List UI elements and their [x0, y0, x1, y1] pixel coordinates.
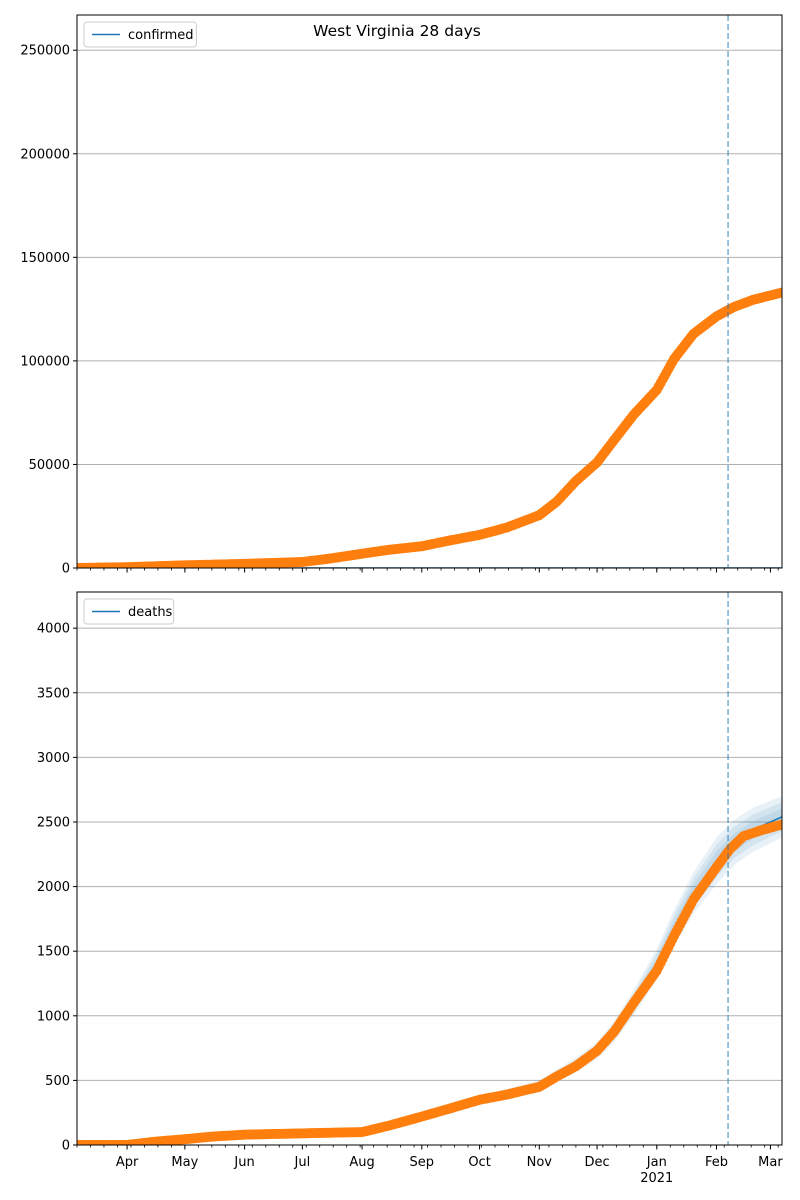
x-year-label: 2021 [640, 1171, 673, 1186]
y-tick-label: 3000 [37, 751, 70, 766]
y-tick-label: 1000 [37, 1009, 70, 1024]
x-tick-label: Aug [349, 1155, 374, 1170]
model-line [77, 816, 782, 1145]
uncertainty-band [77, 802, 782, 1145]
x-tick-label: Sep [410, 1155, 435, 1170]
x-tick-label: Jun [233, 1155, 254, 1170]
plot-area [77, 287, 782, 568]
axes-frame [76, 14, 783, 569]
legend-box [83, 598, 175, 625]
y-tick-label: 0 [62, 1139, 70, 1154]
legend-label: deaths [128, 605, 173, 620]
x-tick-label: May [171, 1155, 198, 1170]
x-tick-label: Jul [294, 1155, 311, 1170]
plot-area [77, 796, 782, 1145]
confirmed-panel: 0 50000 100000 150000 200000 250000 confirmed [20, 14, 783, 577]
y-tick-label: 2000 [37, 880, 70, 895]
x-tick-label: Dec [585, 1155, 610, 1170]
axes-frame [76, 591, 783, 1146]
legend-box [83, 21, 197, 48]
uncertainty-band [77, 808, 782, 1145]
x-tick-label: Nov [527, 1155, 553, 1170]
y-tick-label: 1500 [37, 945, 70, 960]
y-tick-label: 3500 [37, 686, 70, 701]
deaths-panel: 0 500 1000 1500 2000 2500 3000 3500 4000 Apr May Ju… [37, 591, 783, 1186]
x-tick-label: Apr [116, 1155, 139, 1170]
y-tick-label: 500 [45, 1074, 70, 1089]
observed-point [777, 287, 782, 298]
x-tick-label: Mar [758, 1155, 783, 1170]
y-tick-label: 250000 [20, 44, 70, 59]
y-tick-label: 0 [62, 562, 70, 577]
y-tick-label: 100000 [20, 354, 70, 369]
y-tick-label: 150000 [20, 251, 70, 266]
uncertainty-band [77, 796, 782, 1145]
y-tick-label: 50000 [29, 458, 70, 473]
y-tick-label: 2500 [37, 815, 70, 830]
legend: confirmed [83, 21, 197, 48]
observed-point [777, 819, 782, 830]
chart-title: West Virginia 28 days [313, 22, 481, 40]
x-tick-label: Jan [646, 1155, 667, 1170]
legend-label: confirmed [128, 28, 194, 43]
y-tick-label: 4000 [37, 622, 70, 637]
x-tick-label: Oct [468, 1155, 490, 1170]
x-tick-label: Feb [705, 1155, 728, 1170]
y-tick-label: 200000 [20, 147, 70, 162]
legend: deaths [83, 598, 175, 625]
